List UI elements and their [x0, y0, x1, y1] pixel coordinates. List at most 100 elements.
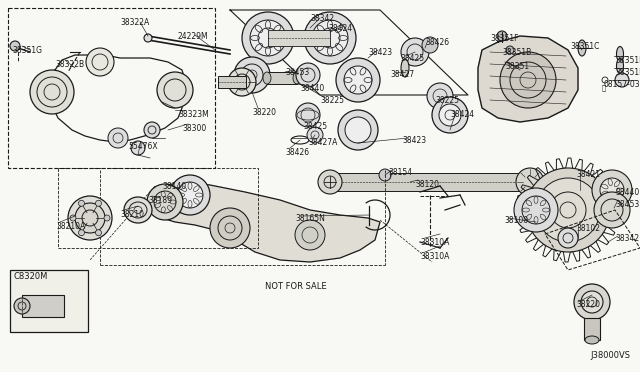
Circle shape	[600, 178, 624, 202]
Text: 38425: 38425	[303, 122, 327, 131]
Text: 38426: 38426	[285, 148, 309, 157]
Circle shape	[228, 68, 256, 96]
Text: 38225: 38225	[320, 96, 344, 105]
Text: 38351: 38351	[505, 62, 529, 71]
Text: 38423: 38423	[368, 48, 392, 57]
Circle shape	[344, 66, 372, 94]
Ellipse shape	[293, 72, 301, 84]
Text: NOT FOR SALE: NOT FOR SALE	[265, 282, 326, 291]
Circle shape	[10, 41, 20, 51]
Circle shape	[497, 31, 507, 41]
Polygon shape	[50, 55, 185, 142]
Circle shape	[592, 170, 632, 210]
Bar	[10, 270, 88, 332]
Circle shape	[108, 128, 128, 148]
Circle shape	[307, 127, 323, 143]
Circle shape	[345, 117, 371, 143]
Ellipse shape	[124, 197, 152, 223]
Circle shape	[296, 103, 320, 127]
Ellipse shape	[263, 72, 271, 84]
Circle shape	[506, 46, 514, 54]
Circle shape	[594, 192, 630, 228]
Text: 38453: 38453	[615, 200, 639, 209]
Circle shape	[170, 175, 210, 215]
Circle shape	[79, 230, 84, 236]
Text: C8320M: C8320M	[14, 272, 49, 281]
Circle shape	[68, 196, 112, 240]
Circle shape	[177, 182, 203, 208]
Bar	[58, 168, 258, 248]
Text: 38426: 38426	[425, 38, 449, 47]
Text: 38427: 38427	[390, 70, 414, 79]
Circle shape	[95, 200, 102, 206]
Circle shape	[75, 203, 105, 233]
Polygon shape	[155, 182, 380, 262]
Circle shape	[432, 97, 468, 133]
Circle shape	[144, 122, 160, 138]
Circle shape	[379, 169, 391, 181]
Ellipse shape	[401, 59, 409, 77]
Circle shape	[295, 220, 325, 250]
Bar	[218, 76, 246, 88]
Circle shape	[79, 200, 84, 206]
Text: 38425: 38425	[400, 54, 424, 63]
Ellipse shape	[578, 40, 586, 56]
Bar	[268, 30, 330, 46]
Circle shape	[86, 48, 114, 76]
Text: 24229M: 24229M	[178, 32, 209, 41]
Bar	[584, 318, 600, 340]
Text: 38351C: 38351C	[570, 42, 600, 51]
Text: 38323M: 38323M	[178, 110, 209, 119]
Text: 38154: 38154	[388, 168, 412, 177]
Circle shape	[574, 284, 610, 320]
Text: 38220: 38220	[252, 108, 276, 117]
Text: 38440: 38440	[300, 84, 324, 93]
Circle shape	[70, 215, 76, 221]
Text: J38000VS: J38000VS	[590, 351, 630, 360]
Circle shape	[104, 215, 110, 221]
Text: 38351G: 38351G	[12, 46, 42, 55]
Circle shape	[526, 168, 610, 252]
Text: 38189: 38189	[148, 196, 172, 205]
Text: 38102: 38102	[576, 224, 600, 233]
Circle shape	[296, 63, 320, 87]
Text: 38440: 38440	[615, 188, 639, 197]
Bar	[8, 8, 215, 168]
Circle shape	[439, 104, 461, 126]
Circle shape	[615, 73, 629, 87]
Text: 38424: 38424	[328, 24, 352, 33]
Text: 38351B: 38351B	[502, 48, 531, 57]
Circle shape	[514, 188, 558, 232]
Circle shape	[95, 230, 102, 236]
Text: 38165N: 38165N	[295, 214, 325, 223]
Bar	[267, 72, 297, 84]
Circle shape	[536, 178, 600, 242]
Circle shape	[250, 20, 286, 56]
Text: 38423: 38423	[402, 136, 426, 145]
Text: 38225: 38225	[435, 96, 459, 105]
Circle shape	[581, 291, 603, 313]
Text: 38120: 38120	[415, 180, 439, 189]
Text: Ⓑ: Ⓑ	[602, 84, 606, 91]
Bar	[330, 173, 530, 191]
Text: 38453: 38453	[285, 68, 309, 77]
Ellipse shape	[585, 336, 599, 344]
Text: 38421: 38421	[576, 170, 600, 179]
Circle shape	[210, 208, 250, 248]
Text: 38322B: 38322B	[55, 60, 84, 69]
Circle shape	[157, 72, 193, 108]
Text: 38424: 38424	[450, 110, 474, 119]
Circle shape	[422, 37, 438, 53]
Circle shape	[14, 298, 30, 314]
Circle shape	[558, 228, 578, 248]
Ellipse shape	[616, 58, 623, 74]
Text: 38210: 38210	[120, 210, 144, 219]
Circle shape	[336, 58, 380, 102]
Text: 08157-0301E: 08157-0301E	[604, 80, 640, 89]
Text: 38427A: 38427A	[308, 138, 337, 147]
Circle shape	[234, 57, 270, 93]
Text: 38351B: 38351B	[615, 68, 640, 77]
Circle shape	[318, 170, 342, 194]
Circle shape	[312, 20, 348, 56]
Text: 38342: 38342	[310, 14, 334, 23]
